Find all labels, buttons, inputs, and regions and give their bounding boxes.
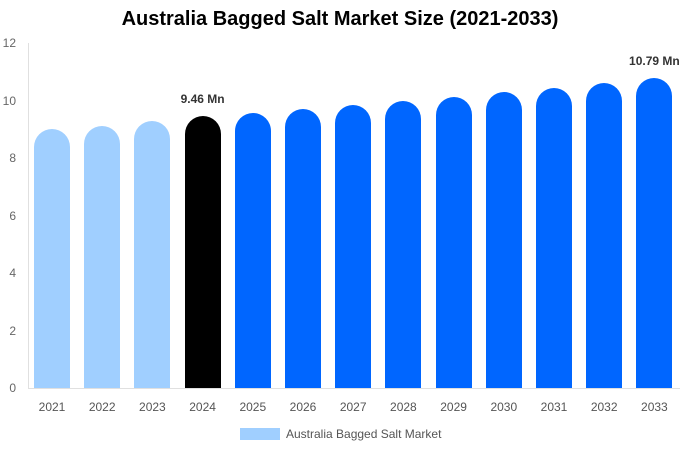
x-tick-label: 2027	[339, 400, 367, 414]
bar-2028[interactable]	[385, 101, 422, 388]
x-tick-label: 2024	[189, 400, 216, 414]
bar-2023[interactable]	[134, 120, 171, 388]
legend[interactable]: Australia Bagged Salt Market	[240, 427, 441, 441]
x-tick-label: 2022	[88, 400, 116, 414]
data-label-2024: 9.46 Mn	[180, 92, 225, 107]
bar-2029[interactable]	[435, 96, 472, 388]
chart-title: Australia Bagged Salt Market Size (2021-…	[121, 8, 559, 30]
bar-2025[interactable]	[234, 112, 271, 388]
bar-2027[interactable]	[335, 105, 372, 388]
x-tick-label: 2023	[139, 400, 166, 414]
x-tick-label: 2032	[590, 400, 618, 414]
bar-2030[interactable]	[485, 92, 522, 388]
legend-swatch	[240, 428, 280, 440]
x-tick-label: 2033	[641, 400, 668, 414]
bar-2031[interactable]	[536, 87, 572, 388]
x-tick-label: 2021	[38, 400, 66, 414]
x-tick-label: 2028	[390, 400, 417, 414]
bar-2033[interactable]	[636, 77, 673, 388]
bar-2024[interactable]	[184, 116, 221, 388]
x-tick-label: 2029	[440, 400, 467, 414]
y-axis-line	[28, 43, 29, 389]
y-tick-label: 12	[2, 36, 16, 50]
y-tick-label: 10	[2, 93, 16, 108]
plot-area	[28, 43, 680, 388]
y-tick-label: 0	[9, 381, 16, 395]
bar-2026[interactable]	[285, 109, 321, 388]
y-tick-label: 8	[9, 151, 16, 165]
x-tick-label: 2025	[239, 400, 267, 414]
bar-2032[interactable]	[586, 82, 623, 388]
data-label-2033: 10.79 Mn	[629, 53, 680, 68]
y-tick-label: 6	[9, 208, 16, 223]
x-axis-line	[28, 388, 680, 389]
x-tick-label: 2030	[490, 400, 518, 414]
bar-2022[interactable]	[84, 125, 121, 388]
y-tick-label: 2	[9, 323, 16, 338]
x-tick-label: 2026	[289, 400, 317, 414]
x-tick-label: 2031	[540, 400, 568, 414]
legend-label: Australia Bagged Salt Market	[286, 427, 442, 441]
y-tick-label: 4	[9, 266, 16, 280]
bar-2021[interactable]	[34, 129, 70, 388]
